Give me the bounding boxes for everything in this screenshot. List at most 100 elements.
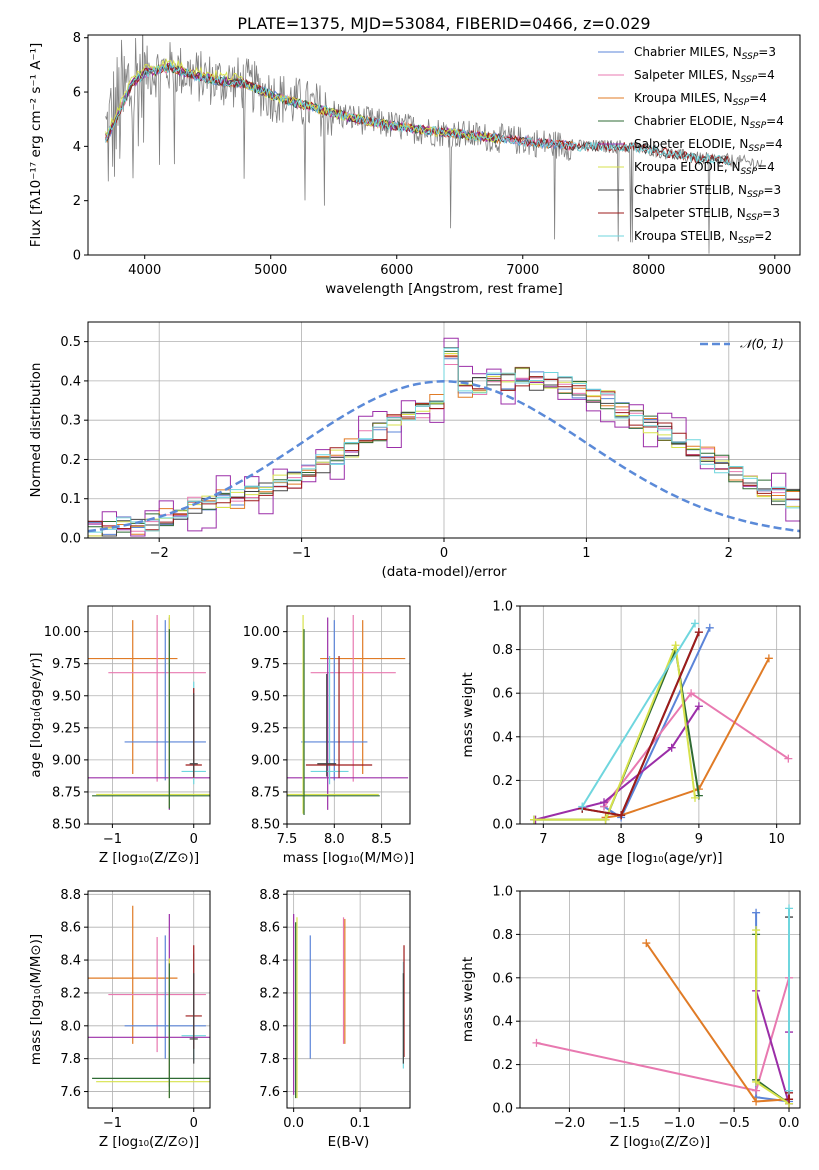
data-marker — [752, 1097, 761, 1106]
y-tick-label: 0.8 — [492, 928, 513, 943]
y-tick-label: 7.6 — [259, 1085, 280, 1100]
y-tick-label: 10.00 — [44, 625, 81, 640]
x-tick-label: −1 — [292, 546, 311, 561]
x-tick-label: 9 — [695, 832, 703, 847]
x-tick-label: 8.0 — [324, 832, 345, 847]
series-line-kroupa_stelib — [581, 622, 696, 808]
data-marker — [691, 619, 699, 628]
x-tick-label: −1 — [103, 832, 122, 847]
x-axis-label: Z [log₁₀(Z/Z⊙)] — [610, 1134, 710, 1150]
y-tick-label: 0.8 — [492, 643, 513, 658]
y-tick-label: 4 — [73, 140, 81, 155]
plot-area — [532, 904, 794, 1108]
observed-spectrum — [105, 35, 763, 254]
plot-area — [88, 614, 210, 810]
x-tick-label: 4000 — [128, 263, 161, 278]
x-tick-label: 0 — [440, 546, 448, 561]
series-line-salpeter_elodie — [535, 705, 700, 821]
legend-subscript: SSP — [733, 98, 750, 108]
legend-suffix: =4 — [749, 91, 767, 105]
y-tick-label: 0.2 — [492, 1058, 513, 1073]
y-tick-label: 8.50 — [52, 818, 81, 833]
chart-title: PLATE=1375, MJD=53084, FIBERID=0466, z=0… — [237, 14, 650, 33]
errorbar-point — [92, 629, 210, 809]
legend-suffix: =4 — [766, 114, 784, 128]
y-tick-label: 7.8 — [259, 1052, 280, 1067]
x-tick-label: −1 — [103, 1116, 122, 1131]
chart-mass_vs_Z: −1 0 7.6 7.8 8.0 8.2 8.4 8.6 8.8 Z [log₁₀(Z/Z⊙)] m… — [28, 888, 211, 1150]
data-marker — [752, 926, 761, 935]
series-line-kroupa_miles — [645, 942, 790, 1103]
y-tick-label: 0.6 — [492, 971, 513, 986]
errorbar-point — [108, 614, 206, 782]
data-marker — [764, 654, 773, 663]
legend-entry: Chabrier STELIB, NSSP=3 — [634, 183, 781, 200]
legend-entry: Kroupa STELIB, NSSP=2 — [634, 229, 772, 246]
x-tick-label: −2.0 — [554, 1116, 586, 1131]
legend-entry: Chabrier MILES, NSSP=3 — [634, 45, 776, 62]
legend-suffix: =4 — [757, 160, 775, 174]
y-axis-label: age [log₁₀(age/yr)] — [28, 652, 44, 777]
x-axis-label: E(B-V) — [328, 1134, 370, 1150]
legend-label: Salpeter MILES, N — [634, 68, 741, 82]
chart-spectrum: 4000 5000 6000 7000 8000 9000 0 2 4 6 8 wavelength … — [28, 14, 801, 297]
series-line-salpeter_stelib — [582, 631, 700, 817]
y-axis-label: Flux [fλ10⁻¹⁷ erg cm⁻² s⁻¹ A⁻¹] — [28, 43, 44, 248]
legend-entry: Kroupa ELODIE, NSSP=4 — [634, 160, 775, 177]
y-tick-label: 8.2 — [60, 986, 81, 1001]
y-tick-label: 8.75 — [251, 785, 280, 800]
y-tick-label: 9.00 — [251, 753, 280, 768]
errorbar-point — [320, 620, 406, 774]
data-marker — [532, 1038, 541, 1047]
data-marker — [642, 939, 651, 948]
data-marker — [785, 1086, 794, 1095]
x-axis-label: wavelength [Angstrom, rest frame] — [325, 281, 563, 297]
legend-subscript: SSP — [738, 236, 755, 246]
y-tick-label: 8.75 — [52, 785, 81, 800]
errorbar-point — [189, 693, 198, 777]
y-tick-label: 0.0 — [60, 532, 81, 547]
y-tick-label: 8.4 — [259, 954, 280, 969]
y-tick-label: 8.4 — [60, 954, 81, 969]
plot-area — [88, 905, 210, 1099]
axes-frame — [87, 890, 211, 1109]
chart-weight_vs_age: 7 8 9 10 0.0 0.2 0.4 0.6 0.8 1.0 age [log₁₀(age/yr… — [460, 600, 801, 866]
y-tick-label: 8.6 — [259, 921, 280, 936]
histogram-kroupa_stelib — [88, 347, 800, 533]
y-tick-label: 9.25 — [251, 721, 280, 736]
y-axis-label: Normed distribution — [28, 363, 44, 498]
axes-frame — [87, 321, 801, 539]
y-tick-label: 8.0 — [60, 1019, 81, 1034]
errorbar-point — [189, 973, 198, 1064]
y-axis-label: mass weight — [460, 672, 476, 757]
y-tick-label: 0.5 — [60, 335, 81, 350]
y-tick-label: 0.6 — [492, 687, 513, 702]
plot-area — [105, 35, 763, 254]
errorbar-point — [301, 620, 368, 781]
legend-subscript: SSP — [747, 190, 764, 200]
x-tick-label: 7.5 — [277, 832, 298, 847]
x-axis-label: mass [log₁₀(M/M⊙)] — [283, 850, 414, 866]
legend-subscript: SSP — [741, 75, 758, 85]
data-marker — [600, 798, 608, 807]
axes-frame — [519, 605, 801, 825]
y-tick-label: 7.8 — [60, 1052, 81, 1067]
model-spectrum-salpeter_stelib — [105, 62, 731, 165]
axes-frame — [519, 890, 801, 1109]
legend-label: Salpeter ELODIE, N — [634, 137, 748, 151]
y-tick-label: 8.2 — [259, 986, 280, 1001]
series-line-kroupa_miles — [605, 657, 770, 819]
x-tick-label: −1.0 — [663, 1116, 695, 1131]
y-tick-label: 0.2 — [492, 774, 513, 789]
chart-weight_vs_Z: −2.0 −1.5 −1.0 −0.5 0.0 0.0 0.2 0.4 0.6 0.8 1.0 Z [… — [460, 885, 801, 1150]
legend-suffix: =3 — [764, 183, 782, 197]
y-tick-label: 7.6 — [60, 1085, 81, 1100]
x-tick-label: 0.0 — [283, 1116, 304, 1131]
errorbar-point — [124, 620, 206, 781]
x-tick-label: 8 — [617, 832, 625, 847]
y-axis-label: mass weight — [460, 957, 476, 1042]
data-marker — [617, 811, 626, 820]
data-marker — [530, 815, 538, 824]
data-marker — [601, 815, 610, 824]
